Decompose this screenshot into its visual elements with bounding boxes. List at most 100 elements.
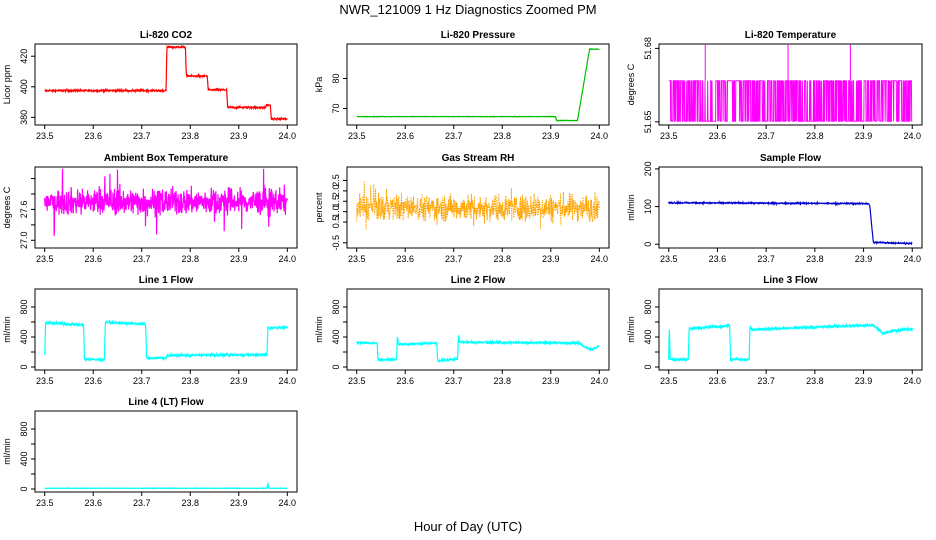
x-tick-label: 23.7	[133, 498, 151, 508]
y-tick-label: 400	[19, 329, 29, 344]
y-tick-label: 400	[643, 329, 653, 344]
x-tick-label: 23.6	[396, 376, 414, 386]
y-tick-label: 70	[331, 103, 341, 113]
x-tick-label: 23.5	[348, 376, 366, 386]
y-tick-label: 800	[331, 299, 341, 314]
x-tick-label: 23.7	[133, 254, 151, 264]
x-tick-label: 23.6	[84, 131, 102, 141]
x-tick-label: 23.8	[181, 131, 199, 141]
plot-frame	[34, 288, 298, 371]
y-tick-label: 2.5	[331, 174, 341, 187]
y-tick-label: 400	[19, 79, 29, 94]
y-tick-label: 80	[331, 73, 341, 83]
series-line	[668, 199, 913, 246]
x-tick-label: 24.0	[591, 254, 609, 264]
panel-title: Li-820 Pressure	[441, 30, 516, 41]
y-tick-label: 51.65	[643, 111, 653, 134]
x-tick-label: 23.6	[709, 254, 727, 264]
panel-8: Line 2 Flow ml/min 23.5 23.6 23.7 23.8 23.9 24.…	[314, 275, 610, 386]
x-tick-label: 23.8	[493, 131, 511, 141]
y-tick-label: 0	[19, 364, 29, 369]
x-tick-label: 23.6	[84, 376, 102, 386]
panel-title: Ambient Box Temperature	[104, 153, 229, 164]
y-tick-label: 400	[331, 329, 341, 344]
x-tick-label: 23.9	[230, 254, 248, 264]
plot-area	[356, 181, 600, 230]
y-tick-label: 27.6	[19, 201, 29, 219]
panel-7: Line 1 Flow ml/min 23.5 23.6 23.7 23.8 23.9 24.…	[2, 275, 298, 386]
plot-frame	[346, 166, 610, 249]
y-tick-label: 380	[19, 110, 29, 125]
plot-frame	[658, 43, 923, 126]
x-tick-label: 23.5	[36, 131, 54, 141]
plot-frame	[346, 288, 610, 371]
x-tick-label: 23.5	[36, 254, 54, 264]
x-tick-label: 23.9	[855, 376, 873, 386]
y-axis-label: Licor ppm	[2, 65, 12, 105]
figure-title: NWR_121009 1 Hz Diagnostics Zoomed PM	[339, 2, 596, 17]
y-axis-label: ml/min	[626, 316, 636, 343]
x-tick-label: 23.9	[542, 376, 560, 386]
y-axis-label: ml/min	[314, 316, 324, 343]
x-tick-label: 24.0	[591, 131, 609, 141]
y-axis-label: ml/min	[2, 438, 12, 465]
y-tick-label: 200	[643, 161, 653, 176]
y-tick-label: 2.0	[331, 185, 341, 198]
x-tick-label: 23.8	[181, 254, 199, 264]
x-tick-label: 23.9	[230, 498, 248, 508]
x-tick-label: 23.9	[230, 376, 248, 386]
x-tick-label: 23.7	[445, 254, 463, 264]
x-tick-label: 23.8	[493, 254, 511, 264]
x-tick-label: 23.9	[855, 131, 873, 141]
x-tick-label: 23.7	[445, 131, 463, 141]
panel-title: Line 4 (LT) Flow	[128, 397, 204, 408]
x-tick-label: 23.7	[757, 376, 775, 386]
x-axis-title: Hour of Day (UTC)	[414, 519, 522, 534]
y-tick-label: 51.68	[643, 37, 653, 60]
panel-9: Line 3 Flow ml/min 23.5 23.6 23.7 23.8 23.9 24.…	[626, 275, 923, 386]
x-tick-label: 23.7	[757, 131, 775, 141]
plot-frame	[34, 166, 298, 249]
x-tick-label: 23.9	[542, 254, 560, 264]
x-tick-label: 23.5	[348, 131, 366, 141]
y-axis-label: ml/min	[2, 316, 12, 343]
panel-title: Li-820 CO2	[140, 30, 193, 41]
y-tick-label: 0.5	[331, 216, 341, 229]
x-tick-label: 23.5	[36, 376, 54, 386]
x-tick-label: 24.0	[903, 254, 921, 264]
series-line	[356, 335, 600, 363]
x-tick-label: 23.8	[806, 131, 824, 141]
x-tick-label: 23.9	[855, 254, 873, 264]
plot-frame	[658, 166, 923, 249]
x-tick-label: 23.5	[36, 498, 54, 508]
chart-panels: Li-820 CO2 Licor ppm 23.5 23.6 23.7 23.8 23.9 2…	[2, 30, 923, 508]
x-tick-label: 24.0	[279, 498, 297, 508]
series-points	[356, 181, 600, 230]
x-tick-label: 23.6	[709, 376, 727, 386]
x-tick-label: 24.0	[903, 131, 921, 141]
plot-area	[356, 48, 600, 122]
x-tick-label: 23.6	[709, 131, 727, 141]
y-tick-label: 0	[643, 242, 653, 247]
y-tick-label: 800	[643, 299, 653, 314]
x-tick-label: 23.5	[660, 131, 678, 141]
panel-title: Gas Stream RH	[442, 153, 515, 164]
x-tick-label: 24.0	[279, 254, 297, 264]
y-axis-label: degrees C	[2, 186, 12, 228]
series-line	[356, 48, 600, 122]
x-tick-label: 23.7	[133, 376, 151, 386]
plot-area	[44, 168, 288, 236]
y-tick-label: 1.0	[331, 205, 341, 218]
panel-6: Sample Flow ml/min 23.5 23.6 23.7 23.8 23.9 24.…	[626, 153, 923, 264]
y-tick-label: 800	[19, 299, 29, 314]
x-tick-label: 23.7	[133, 131, 151, 141]
y-tick-label: 0	[331, 364, 341, 369]
x-tick-label: 23.6	[396, 131, 414, 141]
plot-frame	[34, 43, 298, 126]
panel-5: Gas Stream RH percent 23.5 23.6 23.7 23.8 23.9…	[314, 153, 610, 264]
y-tick-label: 0	[19, 486, 29, 491]
series-line	[668, 321, 913, 363]
series-line	[44, 168, 288, 236]
x-tick-label: 23.7	[445, 376, 463, 386]
